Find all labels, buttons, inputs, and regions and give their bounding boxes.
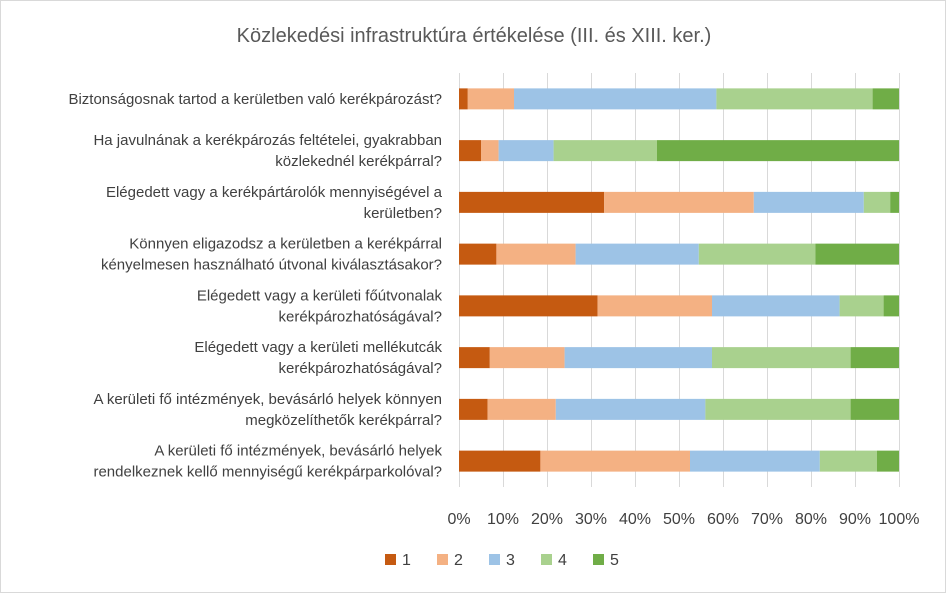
x-tick-label: 20% [531,511,563,528]
bar-segment-series-1 [459,347,490,369]
x-tick-label: 70% [751,511,783,528]
bar-segment-series-5 [657,140,899,162]
category-label-line: kényelmesen használható útvonal kiválasz… [101,257,442,274]
category-label: A kerületi fő intézmények, bevásárló hel… [93,443,442,481]
bar-segment-series-3 [690,450,820,472]
bar-segment-series-2 [496,243,576,265]
bar-segment-series-4 [716,88,873,110]
bar-segment-series-2 [487,398,556,420]
bar-segment-series-5 [850,398,899,420]
bar-segment-series-2 [604,191,754,213]
legend-swatch [385,554,396,565]
bar-segment-series-3 [514,88,717,110]
category-label-line: rendelkeznek kellő mennyiségű kerékpárpa… [93,464,442,481]
x-tick-label: 100% [879,511,920,528]
legend-label: 4 [558,552,567,569]
legend-label: 1 [402,552,411,569]
legend: 1 2 3 4 5 [385,552,619,569]
bar-segment-series-5 [883,295,899,317]
x-tick-label: 30% [575,511,607,528]
bar-segment-series-1 [459,191,605,213]
x-tick-label: 0% [447,511,470,528]
category-label-line: Könnyen eligazodsz a kerületben a kerékp… [129,236,442,253]
category-label: Elégedett vagy a kerületi mellékutcák ker… [194,339,442,377]
bar-segment-series-1 [459,398,488,420]
bar-segment-series-2 [489,347,565,369]
bar-segment-series-4 [712,347,851,369]
bar-segment-series-4 [863,191,891,213]
bar-segment-series-5 [877,450,899,472]
legend-label: 2 [454,552,463,569]
category-label-line: Elégedett vagy a kerületi mellékutcák [194,339,442,356]
bar-segment-series-2 [597,295,712,317]
bar-segment-series-3 [498,140,554,162]
category-label-line: A kerületi fő intézmények, bevásárló hel… [93,391,442,408]
gridlines [459,73,900,487]
legend-swatch [541,554,552,565]
bar-segment-series-4 [705,398,851,420]
category-label-line: Elégedett vagy a kerületi főútvonalak [197,287,443,304]
category-label-line: Biztonságosnak tartod a kerületben való … [68,91,442,108]
bar-segment-series-3 [555,398,706,420]
bar-segment-series-2 [467,88,514,110]
bar-segment-series-1 [459,140,481,162]
bar-segment-series-4 [839,295,884,317]
bar-segment-series-3 [712,295,840,317]
bar-segment-series-5 [850,347,899,369]
category-label: A kerületi fő intézmények, bevásárló hel… [93,391,442,429]
category-label-line: közlekednél kerékpárral? [275,153,442,170]
legend-swatch [593,554,604,565]
legend-swatch [437,554,448,565]
category-label-line: kerületben? [364,205,442,222]
category-label-line: kerékpározhatóságával? [279,308,442,325]
legend-label: 3 [506,552,515,569]
category-label-line: A kerületi fő intézmények, bevásárló hel… [154,443,442,460]
bar-segment-series-1 [459,88,468,110]
bar-segment-series-4 [553,140,657,162]
x-tick-label: 40% [619,511,651,528]
category-label-line: megközelíthetők kerékpárral? [245,412,442,429]
x-tick-label: 10% [487,511,519,528]
category-label: Biztonságosnak tartod a kerületben való … [68,91,442,108]
bar-segment-series-5 [890,191,899,213]
bar-segment-series-5 [872,88,899,110]
x-tick-label: 60% [707,511,739,528]
x-axis-ticks: 0% 10% 20% 30% 40% 50% 60% 70% 80% 90% 100% [447,511,919,528]
bar-segment-series-2 [540,450,690,472]
bar-segment-series-1 [459,295,598,317]
category-label: Elégedett vagy a kerületi főútvonalak ker… [197,287,443,325]
x-tick-label: 80% [795,511,827,528]
chart-title: Közlekedési infrastruktúra értékelése (I… [237,25,712,47]
legend-swatch [489,554,500,565]
category-label: Könnyen eligazodsz a kerületben a kerékp… [101,236,442,274]
bar-segment-series-1 [459,450,541,472]
category-label: Elégedett vagy a kerékpártárolók mennyis… [106,184,443,222]
category-label-line: kerékpározhatóságával? [279,360,442,377]
bar-segment-series-4 [819,450,877,472]
legend-label: 5 [610,552,619,569]
bar-segment-series-5 [815,243,899,265]
bar-segment-series-3 [753,191,864,213]
bar-segment-series-3 [575,243,699,265]
x-tick-label: 90% [839,511,871,528]
category-label: Ha javulnának a kerékpározás feltételei,… [93,132,442,170]
bars [459,88,899,472]
bar-segment-series-1 [459,243,497,265]
bar-segment-series-4 [698,243,816,265]
category-labels: Biztonságosnak tartod a kerületben való … [68,91,442,481]
bar-segment-series-3 [564,347,712,369]
category-label-line: Elégedett vagy a kerékpártárolók mennyis… [106,184,443,201]
x-tick-label: 50% [663,511,695,528]
bar-segment-series-2 [481,140,499,162]
category-label-line: Ha javulnának a kerékpározás feltételei,… [93,132,442,149]
